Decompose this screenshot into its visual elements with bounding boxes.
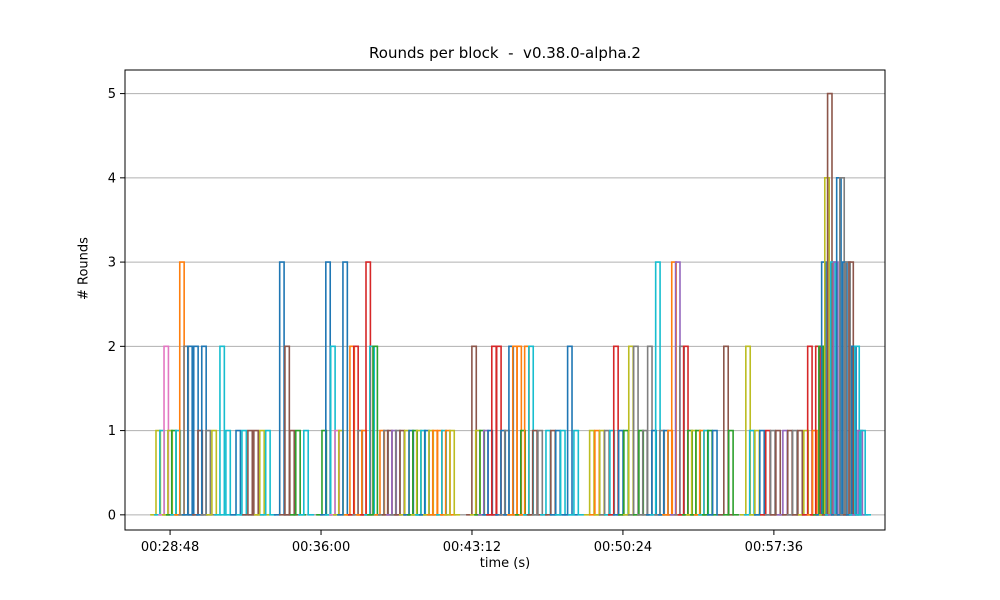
x-tick-label: 00:57:36 xyxy=(745,540,803,555)
x-tick-label: 00:28:48 xyxy=(141,540,199,555)
x-tick-label: 00:43:12 xyxy=(443,540,501,555)
x-axis-label: time (s) xyxy=(479,556,531,571)
y-tick-label: 3 xyxy=(108,256,116,271)
block-spike xyxy=(854,429,871,516)
block-spike xyxy=(722,429,739,516)
y-tick-label: 1 xyxy=(108,424,116,439)
block-spike xyxy=(259,429,276,516)
block-spike xyxy=(568,429,585,516)
x-tick-label: 00:36:00 xyxy=(292,540,350,555)
y-tick-label: 5 xyxy=(108,87,116,102)
y-tick-label: 0 xyxy=(108,508,116,523)
block-spike xyxy=(444,429,461,516)
chart-title: Rounds per block - v0.38.0-alpha.2 xyxy=(369,44,641,62)
x-tick-label: 00:50:24 xyxy=(594,540,652,555)
axes-box xyxy=(124,69,886,531)
y-axis-label-text: # Rounds xyxy=(76,237,92,300)
block-spike xyxy=(706,429,723,516)
block-spike xyxy=(298,429,315,516)
y-tick-label: 4 xyxy=(108,171,116,186)
y-tick-label: 2 xyxy=(108,340,116,355)
